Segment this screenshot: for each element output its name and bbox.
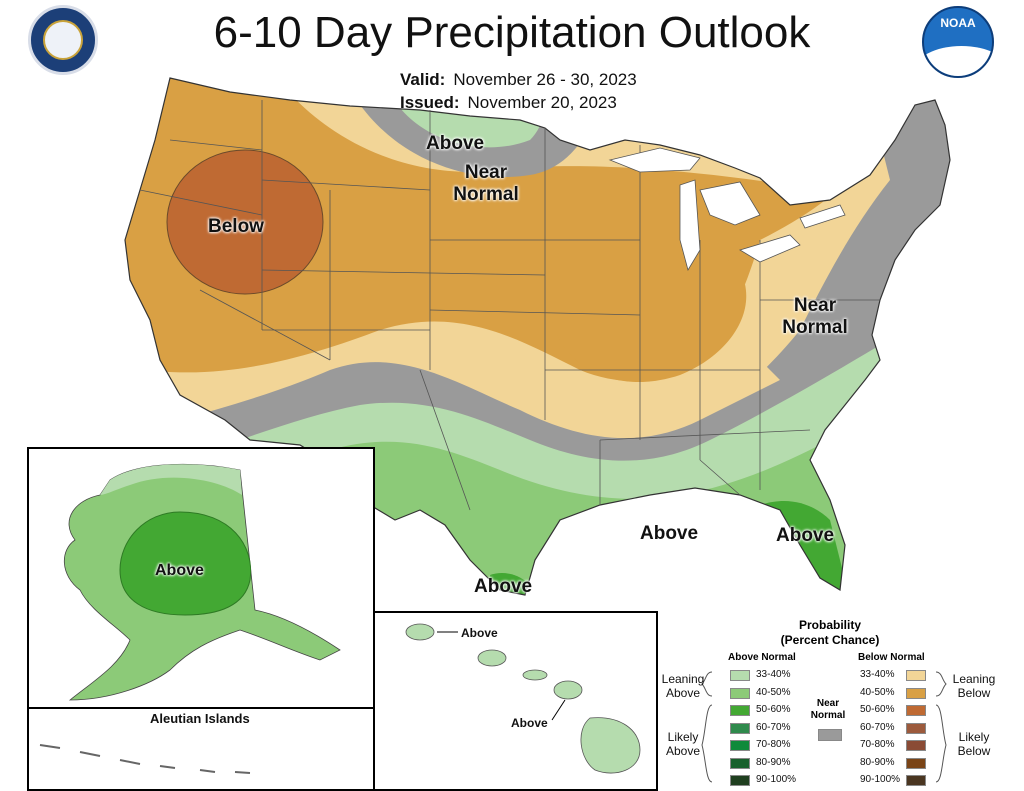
legend-leaning-below: Leaning Below bbox=[946, 672, 1002, 700]
valid-line: Valid: November 26 - 30, 2023 bbox=[400, 70, 637, 90]
legend-near-head: Near Normal bbox=[810, 698, 846, 722]
alaska-land-33-40 bbox=[100, 464, 242, 495]
legend-leaning-below-line1: Leaning bbox=[952, 672, 996, 686]
legend-title-line1: Probability bbox=[798, 618, 861, 632]
label-below-west: Below bbox=[208, 216, 264, 237]
legend-above-label-0: 33-40% bbox=[756, 669, 791, 680]
legend-below-swatch-1 bbox=[906, 687, 926, 699]
legend-brace-leaning-above bbox=[701, 671, 713, 697]
legend-near-head-line1: Near bbox=[816, 698, 840, 709]
label-near-normal-east: Near Normal bbox=[775, 295, 855, 339]
legend-likely-above: Likely Above bbox=[658, 730, 708, 758]
region-below-40-50-central bbox=[536, 232, 747, 383]
aleutian-inset-frame bbox=[27, 707, 375, 791]
legend-below-swatch-2 bbox=[906, 705, 926, 716]
label-above-texas: Above bbox=[474, 576, 533, 597]
noaa-logo: NOAA bbox=[922, 6, 994, 78]
label-near-normal-east-line2: Normal bbox=[782, 317, 848, 338]
hawaii-south-leader bbox=[551, 699, 566, 721]
valid-value: November 26 - 30, 2023 bbox=[453, 70, 637, 89]
legend-below-swatch-3 bbox=[906, 722, 926, 734]
legend-above-label-1: 40-50% bbox=[756, 686, 791, 698]
legend-above-swatch-5 bbox=[730, 757, 750, 769]
legend-leaning-below-line2: Below bbox=[957, 686, 991, 700]
issued-line: Issued: November 20, 2023 bbox=[400, 93, 617, 113]
legend-below-label-5: 80-90% bbox=[860, 756, 895, 768]
issued-value: November 20, 2023 bbox=[467, 93, 617, 112]
label-near-normal-east-line1: Near bbox=[793, 295, 837, 316]
legend-near-swatch bbox=[818, 729, 842, 741]
label-above-south: Above bbox=[640, 523, 699, 544]
legend-below-label-3: 60-70% bbox=[860, 721, 895, 733]
legend-below-label-4: 70-80% bbox=[860, 739, 895, 750]
region-below-50-60-west bbox=[166, 149, 324, 295]
label-near-normal-north-line2: Normal bbox=[453, 184, 519, 205]
alaska-above-50-60 bbox=[119, 511, 252, 616]
legend-leaning-above-line1: Leaning bbox=[661, 672, 705, 686]
legend-below-swatch-5 bbox=[906, 757, 926, 769]
legend-near-head-line2: Normal bbox=[810, 710, 846, 721]
legend-brace-likely-below bbox=[935, 704, 947, 783]
legend-above-swatch-3 bbox=[730, 722, 750, 734]
legend-title-line2: (Percent Chance) bbox=[780, 633, 880, 647]
legend-above-swatch-2 bbox=[730, 705, 750, 716]
legend-below-label-1: 40-50% bbox=[860, 686, 895, 698]
legend-brace-leaning-below bbox=[935, 671, 947, 697]
legend-above-label-3: 60-70% bbox=[756, 721, 791, 733]
legend-above-head: Above Normal bbox=[728, 652, 796, 663]
region-above-50-60-florida bbox=[760, 501, 850, 595]
page-title: 6-10 Day Precipitation Outlook bbox=[213, 8, 811, 57]
legend-below-label-0: 33-40% bbox=[860, 669, 895, 680]
legend-below-swatch-4 bbox=[906, 740, 926, 751]
commerce-seal-logo bbox=[28, 5, 98, 75]
legend-leaning-above: Leaning Above bbox=[658, 672, 708, 700]
legend-below-label-2: 50-60% bbox=[860, 704, 895, 715]
legend-above-label-4: 70-80% bbox=[756, 739, 791, 750]
legend-above-swatch-0 bbox=[730, 670, 750, 681]
legend-above-swatch-6 bbox=[730, 775, 750, 786]
legend-below-swatch-0 bbox=[906, 670, 926, 681]
valid-label: Valid: bbox=[400, 70, 446, 89]
legend-likely-below-line1: Likely bbox=[958, 730, 990, 744]
legend-above-swatch-4 bbox=[730, 740, 750, 751]
legend-above-swatch-1 bbox=[730, 687, 750, 699]
legend-likely-above-line2: Above bbox=[665, 744, 701, 758]
label-above-hawaii-south: Above bbox=[511, 716, 548, 730]
hawaii-islands bbox=[405, 623, 641, 774]
label-above-north: Above bbox=[426, 133, 485, 154]
label-above-alaska: Above bbox=[155, 562, 204, 579]
issued-label: Issued: bbox=[400, 93, 460, 112]
label-above-florida: Above bbox=[776, 525, 835, 546]
legend-leaning-above-line2: Above bbox=[665, 686, 701, 700]
legend-likely-below: Likely Below bbox=[946, 730, 1002, 758]
label-near-normal-north: Near Normal bbox=[446, 162, 526, 206]
legend-above-label-6: 90-100% bbox=[756, 774, 797, 785]
label-near-normal-north-line1: Near bbox=[464, 162, 508, 183]
legend-below-swatch-6 bbox=[906, 775, 926, 786]
aleutian-islands-title: Aleutian Islands bbox=[150, 711, 250, 726]
legend-title: Probability (Percent Chance) bbox=[755, 618, 905, 648]
label-above-hawaii-north: Above bbox=[461, 626, 498, 640]
legend-likely-below-line2: Below bbox=[957, 744, 991, 758]
legend-brace-likely-above bbox=[701, 704, 713, 783]
legend-above-label-2: 50-60% bbox=[756, 704, 791, 715]
great-lakes bbox=[608, 147, 846, 272]
noaa-logo-text: NOAA bbox=[940, 16, 976, 30]
legend-below-head: Below Normal bbox=[858, 652, 925, 663]
legend-above-label-5: 80-90% bbox=[756, 756, 791, 768]
legend-below-label-6: 90-100% bbox=[860, 774, 901, 785]
aleutian-islands-shapes bbox=[39, 744, 251, 774]
legend-likely-above-line1: Likely bbox=[667, 730, 699, 744]
